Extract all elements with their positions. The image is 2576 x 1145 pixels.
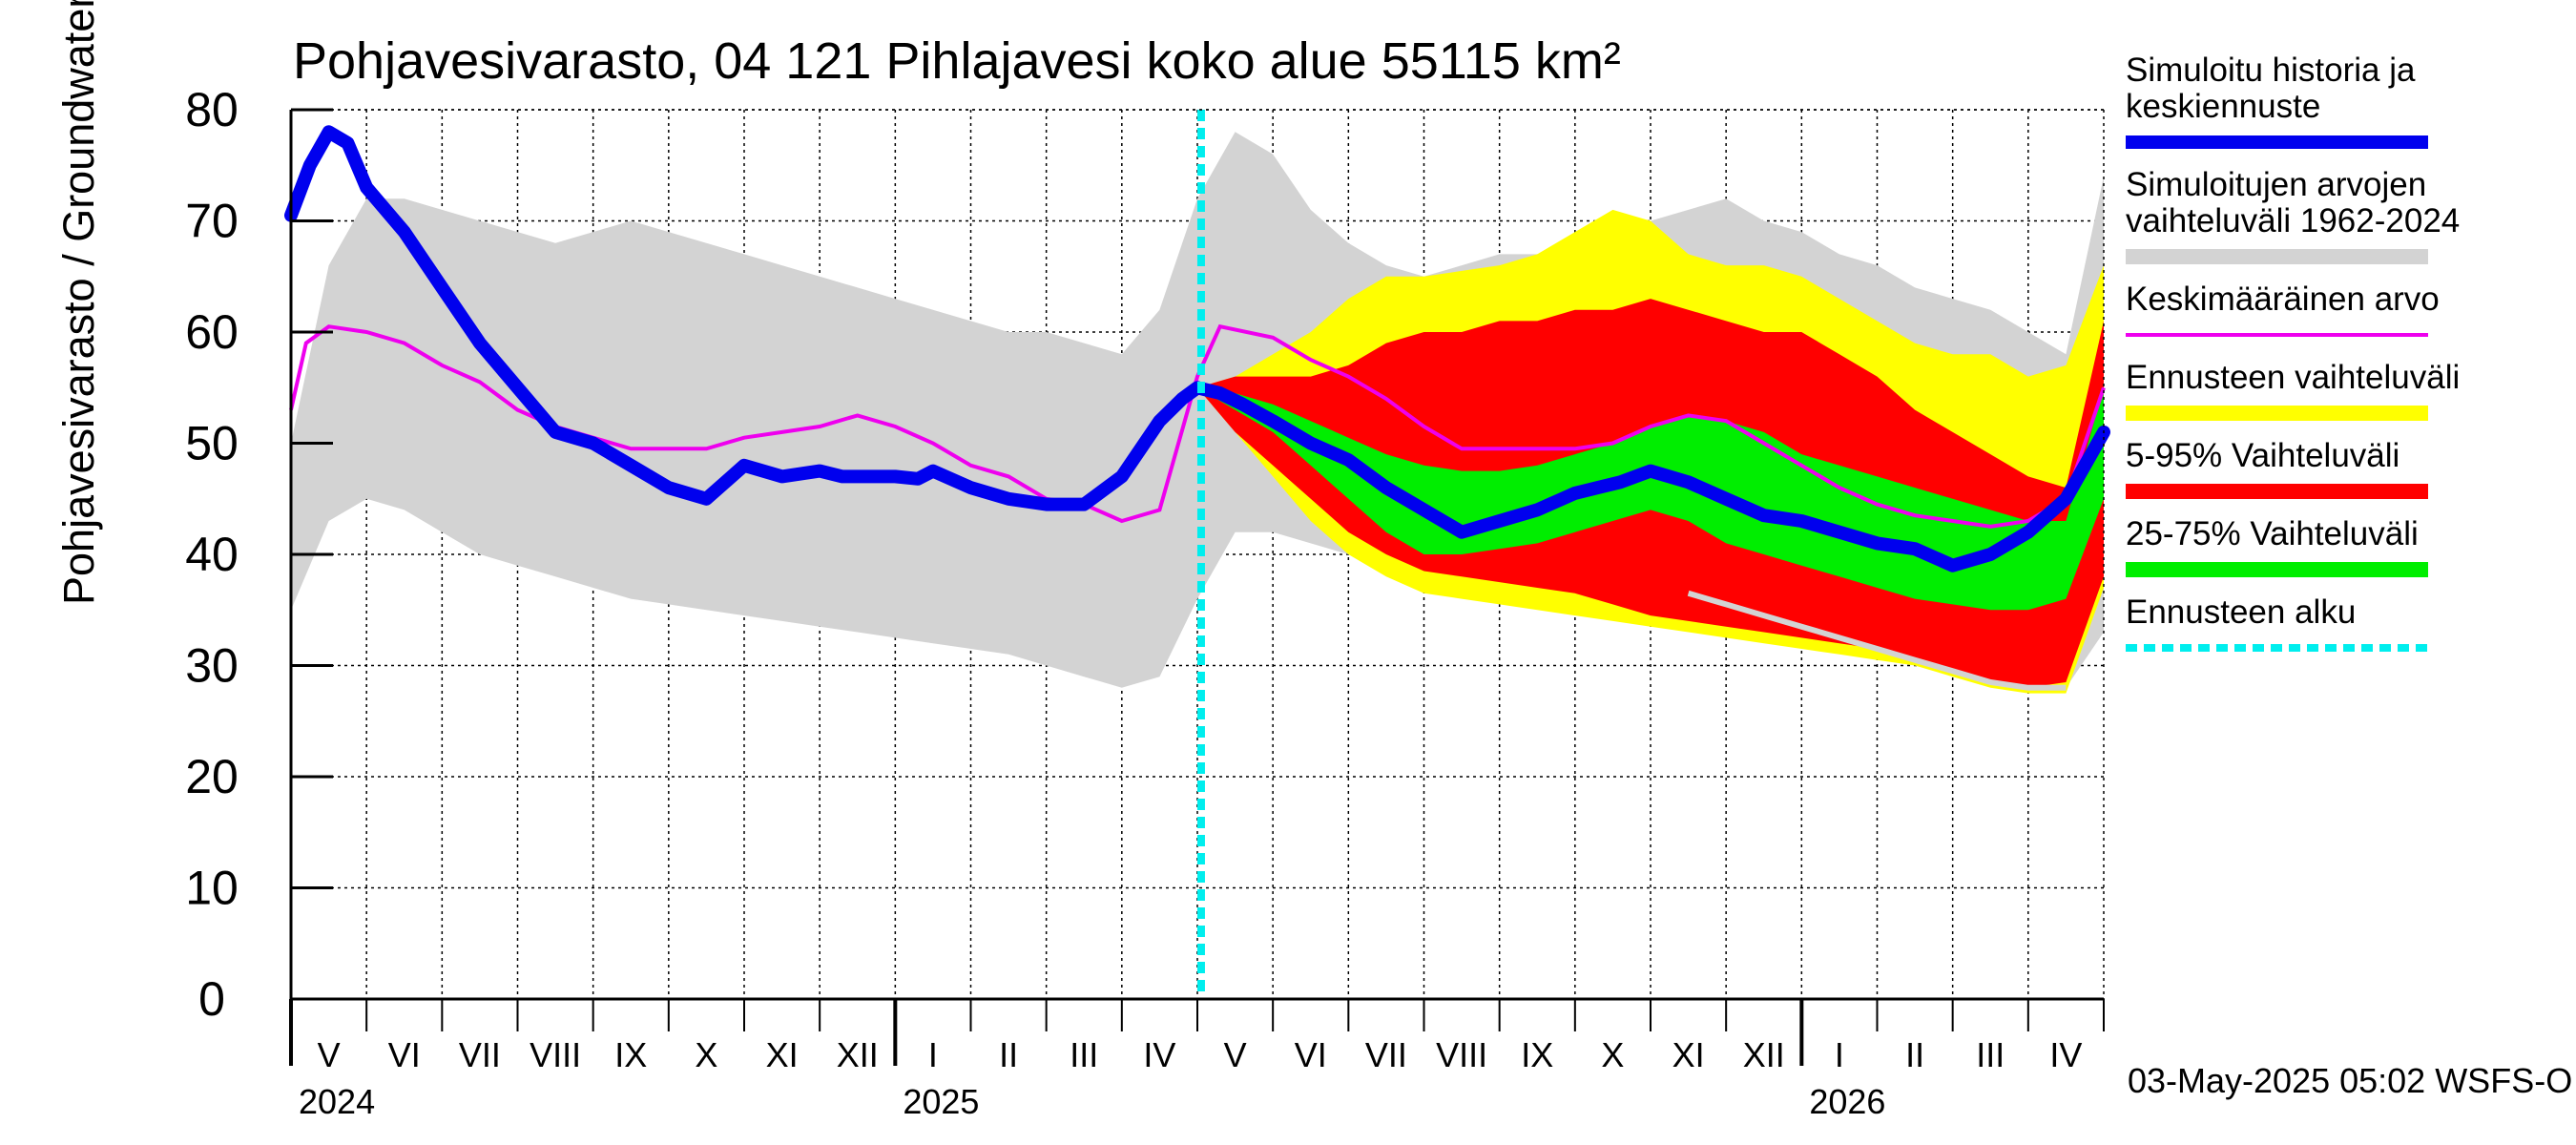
y-tick-label: 80 [185,83,239,136]
x-month-label: IV [2049,1035,2082,1074]
chart-title: Pohjavesivarasto, 04 121 Pihlajavesi kok… [293,32,1621,90]
legend-label: Simuloitujen arvojen [2126,166,2426,203]
x-month-label: VII [1365,1035,1407,1074]
y-tick-label: 50 [185,417,239,470]
x-month-label: XII [1743,1035,1785,1074]
y-tick-label: 70 [185,195,239,248]
legend-label: Keskimääräinen arvo [2126,281,2440,318]
y-ticks: 0 10 20 30 40 50 60 70 80 [185,83,333,1026]
x-month-label: II [999,1035,1018,1074]
y-axis-label: Pohjavesivarasto / Groundwater storage m… [54,0,103,605]
x-month-label: VI [1295,1035,1327,1074]
x-year-label: 2026 [1809,1082,1885,1121]
y-tick-label: 40 [185,528,239,581]
forecast-lower-path-line [1687,590,2067,691]
legend-label: 25-75% Vaihteluväli [2126,515,2419,552]
x-year-label: 2025 [903,1082,979,1121]
y-tick-label: 20 [185,750,239,803]
x-month-label: IV [1143,1035,1175,1074]
x-month-label: I [928,1035,938,1074]
legend-label: keskiennuste [2126,88,2320,125]
x-month-label: IX [614,1035,647,1074]
x-month-label: XII [837,1035,879,1074]
x-ticks: V VI VII VIII IX X XI XII I II III IV V VI VII VIII IX X X… [289,999,2105,1121]
y-tick-label: 0 [198,972,225,1026]
x-month-label: III [1070,1035,1098,1074]
x-month-label: V [318,1035,341,1074]
timestamp: 03-May-2025 05:02 WSFS-O [2128,1061,2572,1100]
legend-label: 5-95% Vaihteluväli [2126,437,2399,474]
y-tick-label: 10 [185,862,239,915]
x-month-label: VII [459,1035,501,1074]
series-lines [284,110,2110,999]
x-month-label: I [1835,1035,1844,1074]
legend-label: Ennusteen vaihteluväli [2126,359,2460,396]
legend-label: vaihteluväli 1962-2024 [2126,202,2460,239]
legend-label: Ennusteen alku [2126,593,2356,631]
legend-label: Simuloitu historia ja [2126,52,2416,89]
x-month-label: III [1976,1035,2005,1074]
x-month-label: X [1601,1035,1624,1074]
x-month-label: VIII [530,1035,581,1074]
x-month-label: VIII [1436,1035,1487,1074]
x-month-label: IX [1521,1035,1553,1074]
simulated-line [284,125,2110,572]
x-month-label: VI [388,1035,421,1074]
x-month-label: V [1224,1035,1247,1074]
x-month-label: XI [1672,1035,1705,1074]
x-month-label: XI [766,1035,799,1074]
x-year-label: 2024 [299,1082,375,1121]
p25-75-band [1197,387,2104,611]
x-month-label: X [695,1035,717,1074]
y-tick-label: 60 [185,305,239,359]
x-month-label: II [1905,1035,1924,1074]
y-tick-label: 30 [185,639,239,693]
